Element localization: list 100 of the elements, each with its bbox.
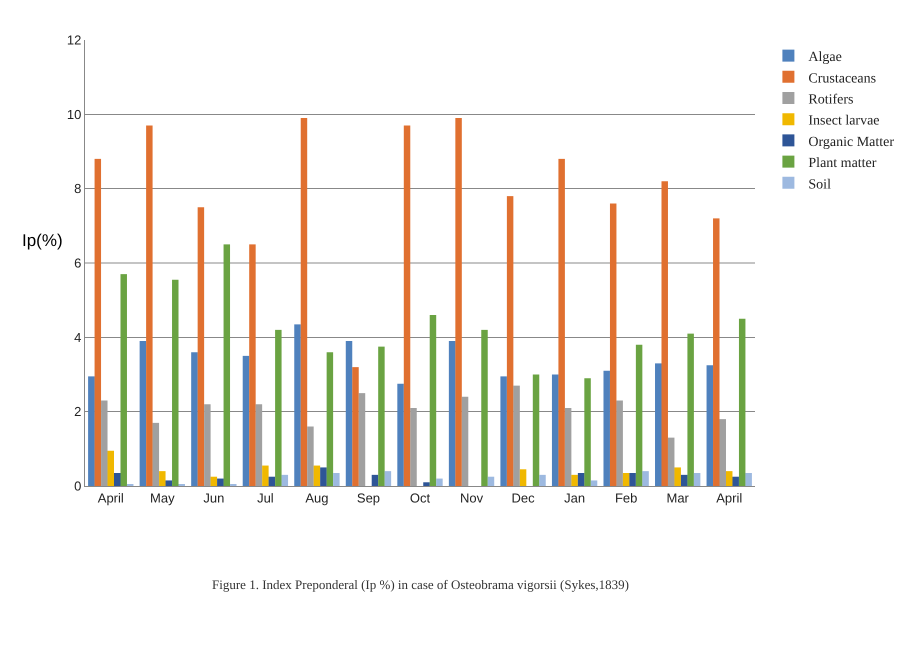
bar <box>166 480 172 486</box>
bar <box>101 400 108 486</box>
x-tick-label: Sep <box>356 490 380 506</box>
bar <box>146 125 153 486</box>
bar <box>616 400 623 486</box>
bar <box>378 346 385 486</box>
bar <box>224 244 230 486</box>
bar <box>462 396 468 486</box>
bar <box>481 330 488 486</box>
bar <box>745 472 752 486</box>
bar <box>603 370 610 486</box>
bar <box>578 472 584 486</box>
legend-label: Insect larvae <box>808 114 880 129</box>
bar <box>539 474 546 486</box>
y-tick-label: 12 <box>66 32 82 48</box>
bar <box>152 422 160 486</box>
bar <box>249 244 256 486</box>
bar <box>372 474 378 486</box>
bar <box>622 472 630 486</box>
bar <box>571 474 578 486</box>
bar <box>732 476 739 486</box>
legend-label: Organic Matter <box>808 134 894 150</box>
legend-label: Algae <box>808 50 842 66</box>
bar <box>661 181 668 486</box>
y-tick-label: 8 <box>74 181 82 196</box>
bar <box>307 426 314 486</box>
bar <box>159 471 166 486</box>
bar <box>294 324 301 486</box>
bar <box>430 315 436 486</box>
y-tick-label: 10 <box>66 106 82 122</box>
bar <box>404 125 410 486</box>
bar <box>610 204 616 486</box>
x-tick-label: Jan <box>564 490 586 506</box>
bar <box>410 408 417 486</box>
bar <box>694 472 700 486</box>
legend-label: Crustaceans <box>808 71 876 86</box>
bar <box>242 356 250 486</box>
bar <box>191 352 198 486</box>
x-tick-label: May <box>150 490 176 506</box>
bar <box>584 378 591 486</box>
bar <box>204 404 211 486</box>
bar <box>88 376 95 486</box>
bar <box>687 334 694 486</box>
y-tick-label: 0 <box>74 478 82 494</box>
y-tick-label: 6 <box>74 256 82 271</box>
bar <box>636 344 642 486</box>
bar <box>198 207 204 486</box>
bar <box>564 408 572 486</box>
x-tick-label: Aug <box>305 490 328 506</box>
x-tick-label: Oct <box>410 490 430 506</box>
x-tick-label: Jul <box>257 490 274 506</box>
bar <box>668 438 674 486</box>
bar <box>520 469 526 486</box>
bar <box>674 467 681 486</box>
bar <box>384 471 392 486</box>
bar <box>706 365 714 486</box>
x-tick-label: Nov <box>460 490 484 506</box>
bar <box>532 374 540 486</box>
bar <box>314 466 320 486</box>
bar <box>738 318 746 486</box>
x-tick-label: Dec <box>512 490 536 506</box>
bar <box>120 274 127 486</box>
y-tick-label: 4 <box>74 330 82 345</box>
x-tick-label: Mar <box>666 490 690 506</box>
bar <box>500 376 507 486</box>
bar <box>94 158 102 486</box>
legend-label: Soil <box>808 177 832 192</box>
bar <box>326 352 334 486</box>
x-tick-label: April <box>716 490 742 506</box>
bar <box>629 472 636 486</box>
bar <box>513 386 520 486</box>
caption: Figure 1. Index Preponderal (Ip %) in case of Osteobrama vigorsii (Sykes,1839) <box>212 577 629 592</box>
bar <box>256 404 262 486</box>
bar <box>275 330 282 486</box>
bar <box>655 363 662 486</box>
bar <box>720 419 726 486</box>
x-tick-label: April <box>98 490 124 506</box>
bar <box>552 374 558 486</box>
y-axis-title: Ip(%) <box>22 231 63 250</box>
bar <box>217 478 224 486</box>
x-tick-label: Feb <box>614 490 638 506</box>
bar <box>436 478 443 486</box>
bar <box>680 474 688 486</box>
bar <box>558 158 565 486</box>
bar <box>268 476 276 486</box>
bar <box>590 480 598 486</box>
bar <box>488 476 494 486</box>
bar <box>506 196 514 486</box>
bar <box>448 341 456 486</box>
bar <box>397 384 404 486</box>
bar <box>282 474 288 486</box>
bar <box>108 450 114 486</box>
bar <box>346 341 352 486</box>
bar <box>114 472 120 486</box>
bar <box>333 472 340 486</box>
bar <box>423 482 430 486</box>
bar <box>140 341 146 486</box>
bar <box>358 393 366 486</box>
x-tick-label: Jun <box>203 490 224 506</box>
bar <box>262 466 269 486</box>
